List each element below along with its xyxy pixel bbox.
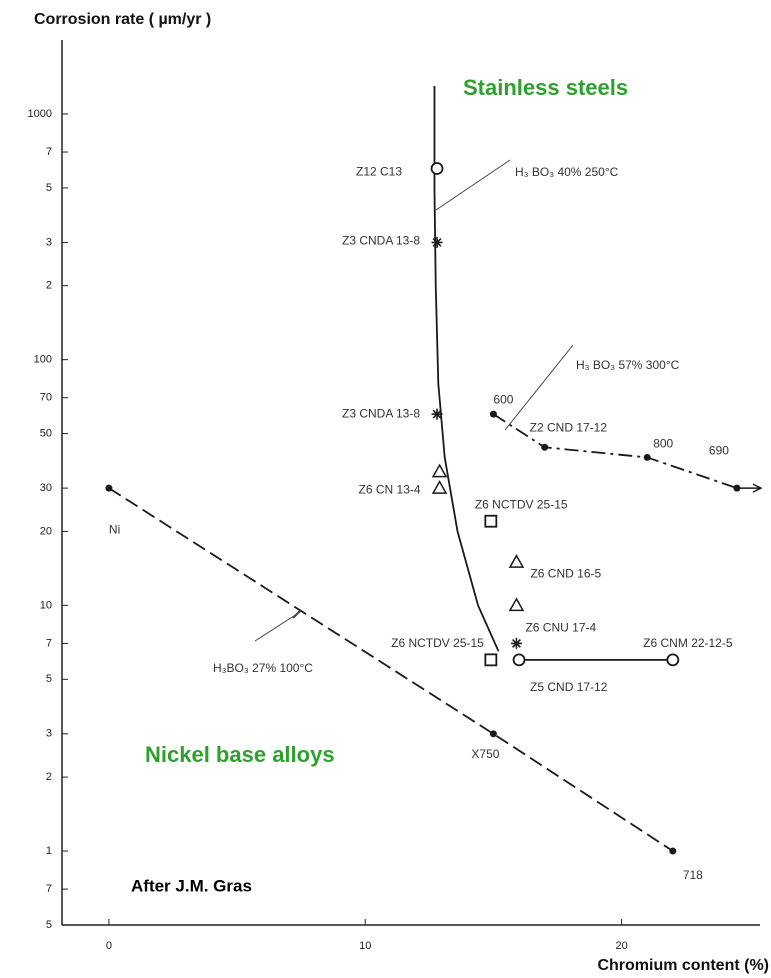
point [431, 408, 443, 420]
point-label: Z3 CNDA 13-8 [342, 406, 420, 420]
leader-line [504, 344, 574, 431]
x-axis-title: Chromium content (%) [597, 957, 769, 974]
point-label: Z6 CNM 22-12-5 [643, 636, 733, 650]
point-label: Z6 CNU 17-4 [525, 621, 596, 635]
y-tick-label: 1000 [28, 108, 52, 120]
point [733, 484, 741, 492]
point-label: 600 [493, 392, 513, 406]
point [541, 443, 549, 451]
y-tick-label: 50 [40, 428, 52, 440]
point [512, 653, 526, 667]
annotation: Stainless steels [463, 75, 628, 100]
annotation: Nickel base alloys [145, 742, 335, 767]
point-label: Z6 CND 16-5 [530, 566, 601, 580]
point [489, 730, 497, 738]
point [669, 847, 677, 855]
y-tick-label: 20 [40, 525, 52, 537]
line-arrow [736, 483, 763, 493]
series-line [492, 413, 738, 489]
annotation: H₃ BO₃ 40% 250°C [515, 165, 619, 179]
y-tick-label: 3 [46, 236, 52, 248]
point [484, 653, 498, 667]
y-tick-label: 7 [46, 146, 52, 158]
y-tick-label: 7 [46, 637, 52, 649]
x-tick-label: 10 [359, 940, 371, 952]
annotation: After J.M. Gras [131, 876, 252, 895]
point-label: 800 [653, 437, 673, 451]
y-tick-label: 30 [40, 482, 52, 494]
point [431, 463, 448, 478]
point [508, 554, 525, 568]
y-tick-label: 5 [46, 673, 52, 685]
point-label: Z6 NCTDV 25-15 [475, 497, 568, 511]
leader-line [435, 159, 511, 211]
y-tick-label: 2 [46, 280, 52, 292]
point-label: Z2 CND 17-12 [530, 420, 608, 434]
point [489, 410, 497, 418]
point-label: Z5 CND 17-12 [530, 680, 608, 694]
point-label: Z12 C13 [356, 165, 402, 179]
series-line [433, 85, 500, 652]
y-tick-label: 7 [46, 883, 52, 895]
point-label: Ni [109, 522, 120, 536]
y-axis-title: Corrosion rate ( µm/yr ) [34, 11, 211, 28]
point [431, 480, 448, 494]
point-label: Z3 CNDA 13-8 [342, 234, 420, 248]
point [510, 637, 522, 649]
point-label: 690 [709, 443, 729, 457]
point [643, 453, 651, 461]
point-label: X750 [471, 747, 499, 761]
y-tick-label: 70 [40, 392, 52, 404]
x-tick-label: 20 [615, 940, 627, 952]
x-tick-label: 0 [106, 940, 112, 952]
point [431, 236, 443, 248]
point-label: Z6 CN 13-4 [359, 482, 421, 496]
y-tick-label: 3 [46, 728, 52, 740]
series-line [108, 487, 674, 852]
point [508, 597, 525, 612]
point [105, 484, 113, 492]
y-tick-label: 1 [46, 845, 52, 857]
point [666, 653, 680, 667]
y-tick-label: 2 [46, 771, 52, 783]
point [484, 514, 498, 528]
point-label: 718 [683, 868, 703, 882]
leader-line [254, 611, 301, 642]
point [430, 162, 444, 175]
annotation: H₃ BO₃ 57% 300°C [576, 358, 680, 372]
y-tick-label: 5 [46, 919, 52, 931]
leader-tick [292, 610, 301, 619]
point-label: Z6 NCTDV 25-15 [391, 636, 484, 650]
y-tick-label: 5 [46, 182, 52, 194]
y-tick-label: 100 [34, 354, 52, 366]
y-tick-label: 10 [40, 599, 52, 611]
annotation: H₃BO₃ 27% 100°C [213, 661, 313, 675]
